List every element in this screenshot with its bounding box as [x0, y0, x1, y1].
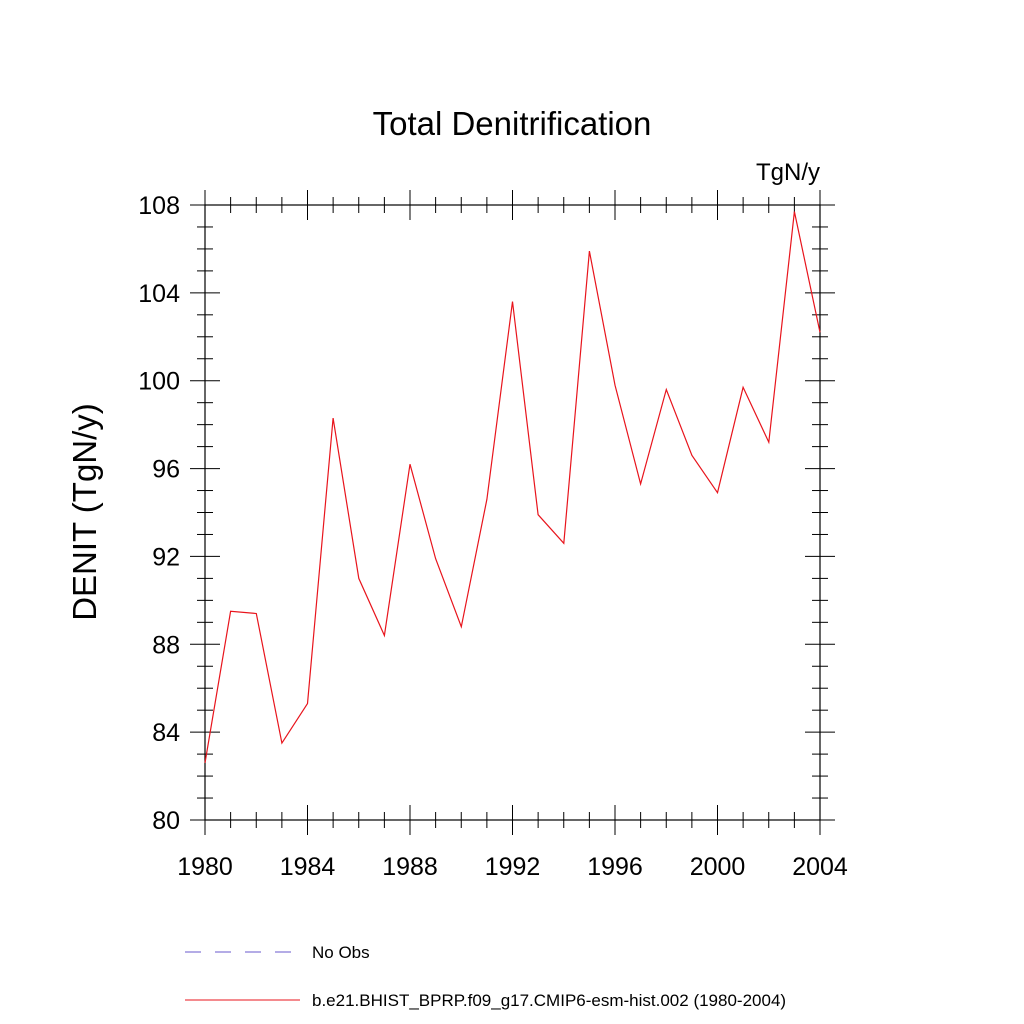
series-layer — [204, 211, 821, 763]
x-tick-label: 1984 — [280, 853, 336, 881]
legend: No Obs b.e21.BHIST_BPRP.f09_g17.CMIP6-esm… — [185, 943, 786, 1010]
series-line-0 — [204, 211, 821, 763]
legend-label-1: b.e21.BHIST_BPRP.f09_g17.CMIP6-esm-hist.… — [312, 991, 786, 1010]
x-tick-label: 1996 — [587, 853, 643, 881]
x-tick-label: 2004 — [792, 853, 848, 881]
x-ticks: 1980 1984 1988 1992 1996 2000 2004 — [177, 190, 848, 881]
y-axis-label: DENIT (TgN/y) — [66, 403, 103, 621]
y-tick-label: 92 — [152, 543, 180, 571]
x-tick-label: 1992 — [485, 853, 541, 881]
x-tick-label: 2000 — [690, 853, 746, 881]
legend-label-0: No Obs — [312, 943, 370, 962]
y-tick-label: 100 — [138, 368, 180, 396]
x-tick-label: 1980 — [177, 853, 233, 881]
y-tick-label: 96 — [152, 456, 180, 484]
y-tick-label: 104 — [138, 280, 180, 308]
y-tick-label: 80 — [152, 807, 180, 835]
y-tick-label: 88 — [152, 631, 180, 659]
y-tick-label: 84 — [152, 719, 180, 747]
plot-area — [204, 204, 821, 821]
y-tick-label: 108 — [138, 192, 180, 220]
y-ticks: 80 84 88 92 96 100 104 108 — [138, 192, 835, 835]
x-tick-label: 1988 — [382, 853, 438, 881]
units-label: TgN/y — [756, 159, 820, 186]
chart-title: Total Denitrification — [373, 105, 652, 142]
